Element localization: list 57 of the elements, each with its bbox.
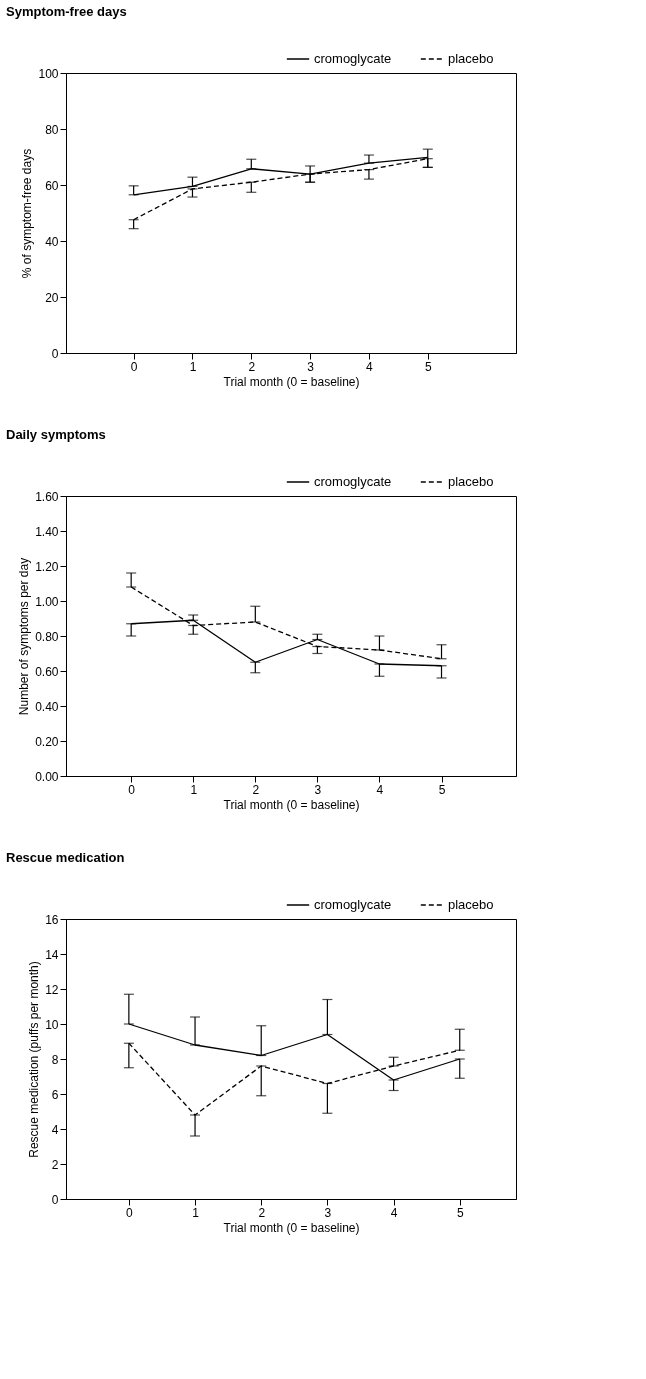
legend-label: placebo bbox=[448, 51, 494, 66]
y-tick-label: 1.40 bbox=[35, 524, 59, 539]
y-tick-label: 0 bbox=[51, 346, 59, 361]
x-tick-label: 1 bbox=[192, 1205, 200, 1220]
chart-title: Rescue medication bbox=[6, 850, 125, 865]
y-tick-label: 1.00 bbox=[35, 594, 59, 609]
legend-label: cromoglycate bbox=[314, 474, 392, 489]
y-tick-label: 40 bbox=[45, 234, 59, 249]
x-tick-label: 3 bbox=[307, 359, 315, 374]
y-tick-label: 4 bbox=[51, 1122, 59, 1137]
y-axis-title: Rescue medication (puffs per month) bbox=[27, 961, 42, 1158]
y-tick-label: 0.40 bbox=[35, 699, 59, 714]
x-tick-label: 0 bbox=[130, 359, 138, 374]
x-tick-label: 5 bbox=[456, 1205, 464, 1220]
x-tick-label: 2 bbox=[248, 359, 256, 374]
y-tick-label: 100 bbox=[38, 66, 59, 81]
y-tick-label: 8 bbox=[51, 1052, 59, 1067]
x-axis-title: Trial month (0 = baseline) bbox=[223, 374, 360, 389]
x-tick-label: 3 bbox=[324, 1205, 332, 1220]
y-axis-title: Number of symptoms per day bbox=[17, 557, 32, 716]
x-tick-label: 4 bbox=[390, 1205, 398, 1220]
y-tick-label: 80 bbox=[45, 122, 59, 137]
y-tick-label: 0 bbox=[51, 1192, 59, 1207]
y-tick-label: 0.00 bbox=[35, 769, 59, 784]
y-tick-label: 14 bbox=[45, 947, 59, 962]
y-tick-label: 12 bbox=[45, 982, 59, 997]
y-tick-label: 2 bbox=[51, 1157, 59, 1172]
x-axis-title: Trial month (0 = baseline) bbox=[223, 1220, 360, 1235]
legend-label: placebo bbox=[448, 474, 494, 489]
legend-label: cromoglycate bbox=[314, 51, 392, 66]
y-tick-label: 16 bbox=[45, 912, 59, 927]
x-tick-label: 0 bbox=[128, 782, 136, 797]
x-tick-label: 1 bbox=[190, 782, 198, 797]
x-tick-label: 0 bbox=[126, 1205, 134, 1220]
x-axis-title: Trial month (0 = baseline) bbox=[223, 797, 360, 812]
y-tick-label: 0.80 bbox=[35, 629, 59, 644]
y-tick-label: 20 bbox=[45, 290, 59, 305]
y-axis-title: % of symptom-free days bbox=[20, 148, 35, 279]
y-tick-label: 1.60 bbox=[35, 489, 59, 504]
chart-title: Symptom-free days bbox=[6, 4, 127, 19]
y-tick-label: 0.20 bbox=[35, 734, 59, 749]
legend-label: placebo bbox=[448, 897, 494, 912]
legend-label: cromoglycate bbox=[314, 897, 392, 912]
x-tick-label: 3 bbox=[314, 782, 322, 797]
y-tick-label: 1.20 bbox=[35, 559, 59, 574]
y-tick-label: 6 bbox=[51, 1087, 59, 1102]
x-tick-label: 4 bbox=[366, 359, 374, 374]
x-tick-label: 2 bbox=[252, 782, 260, 797]
y-tick-label: 0.60 bbox=[35, 664, 59, 679]
x-tick-label: 5 bbox=[438, 782, 446, 797]
chart-title: Daily symptoms bbox=[6, 427, 106, 442]
y-tick-label: 60 bbox=[45, 178, 59, 193]
x-tick-label: 2 bbox=[258, 1205, 266, 1220]
x-tick-label: 1 bbox=[189, 359, 197, 374]
x-tick-label: 5 bbox=[424, 359, 432, 374]
x-tick-label: 4 bbox=[376, 782, 384, 797]
y-tick-label: 10 bbox=[45, 1017, 59, 1032]
